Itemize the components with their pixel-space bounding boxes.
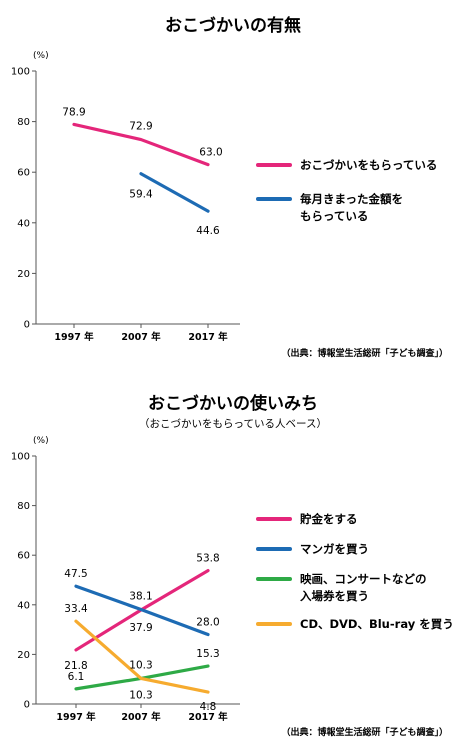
data-label: 53.8 xyxy=(196,553,219,565)
data-label: 33.4 xyxy=(64,603,88,615)
chart-2-legend-label-tickets-line2: 入場券を買う xyxy=(300,589,369,603)
chart-1-legend-label-monthly-line2: もらっている xyxy=(300,209,368,223)
series-line xyxy=(139,172,210,213)
chart-2-legend-label-manga: マンガを買う xyxy=(300,542,369,556)
chart-1-legend-label-allowance: おこづかいをもらっている xyxy=(300,158,437,172)
data-label: 78.9 xyxy=(62,106,85,118)
chart-2-subtitle: （おこづかいをもらっている人ベース） xyxy=(139,418,327,430)
x-tick-label: 2007 年 xyxy=(121,331,161,343)
chart-2-source: （出典：博報堂生活総研「子ども調査」） xyxy=(281,726,448,738)
data-label: 15.3 xyxy=(196,648,219,660)
data-label: 59.4 xyxy=(129,189,153,201)
chart-2-legend-label-savings: 貯金をする xyxy=(300,512,358,526)
x-tick-label: 2007 年 xyxy=(121,711,161,723)
y-tick-label: 20 xyxy=(17,650,30,661)
data-label: 44.6 xyxy=(196,225,220,237)
y-tick-label: 80 xyxy=(17,501,30,512)
chart-1-source: （出典：博報堂生活総研「子ども調査」） xyxy=(281,347,448,359)
chart-2-legend-label-tickets-line1: 映画、コンサートなどの xyxy=(300,572,427,586)
y-tick-label: 60 xyxy=(17,551,30,562)
chart-2-unit-label: (%) xyxy=(33,436,49,446)
y-tick-label: 80 xyxy=(17,117,30,128)
data-label: 4.8 xyxy=(200,701,217,713)
series-line xyxy=(74,619,210,694)
chart-2-legend-label-media: CD、DVD、Blu-ray を買う xyxy=(300,617,454,631)
data-label: 6.1 xyxy=(68,671,85,683)
data-label: 28.0 xyxy=(196,617,219,629)
data-label: 21.8 xyxy=(64,660,87,672)
series-line xyxy=(74,584,210,637)
y-tick-label: 60 xyxy=(17,168,30,179)
data-label: 63.0 xyxy=(199,147,222,159)
data-label: 10.3 xyxy=(129,659,152,671)
data-label: 10.3 xyxy=(129,689,152,701)
chart-1-title: おこづかいの有無 xyxy=(165,15,301,36)
y-tick-label: 0 xyxy=(24,700,30,711)
x-tick-label: 1997 年 xyxy=(54,331,94,343)
data-label: 37.9 xyxy=(129,622,152,634)
data-label: 47.5 xyxy=(64,568,87,580)
y-tick-label: 100 xyxy=(11,452,30,463)
chart-1: おこづかいの有無 (%) 100 80 60 40 20 0 1997 年 2007 年 20… xyxy=(11,15,448,359)
chart-2: おこづかいの使いみち （おこづかいをもらっている人ベース） (%) 100 80 6… xyxy=(11,393,454,738)
x-tick-label: 2017 年 xyxy=(188,331,228,343)
y-tick-label: 40 xyxy=(17,600,30,611)
chart-1-legend-label-monthly-line1: 毎月きまった金額を xyxy=(300,192,403,206)
data-label: 72.9 xyxy=(129,121,152,133)
data-label: 38.1 xyxy=(129,591,152,603)
y-tick-label: 20 xyxy=(17,269,30,280)
y-tick-label: 100 xyxy=(11,67,30,78)
x-tick-label: 1997 年 xyxy=(56,711,96,723)
y-tick-label: 0 xyxy=(24,320,30,331)
chart-2-title: おこづかいの使いみち xyxy=(148,393,318,414)
series-line xyxy=(72,122,210,167)
chart-1-unit-label: (%) xyxy=(33,51,49,61)
x-tick-label: 2017 年 xyxy=(188,711,228,723)
y-tick-label: 40 xyxy=(17,218,30,229)
